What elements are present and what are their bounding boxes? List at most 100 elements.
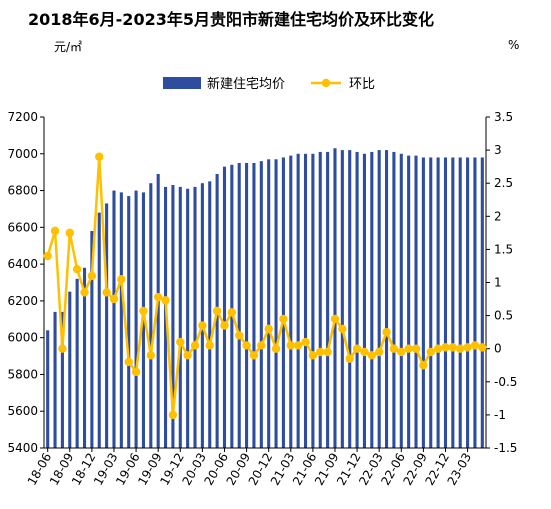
right-tick-label: 3 <box>494 143 502 157</box>
ratio-point-22-11 <box>433 344 443 353</box>
ratio-point-19-07 <box>139 306 148 316</box>
bar-20-10 <box>252 162 256 448</box>
right-tick-label: 1.5 <box>494 242 513 256</box>
bar-19-06 <box>134 190 138 448</box>
bar-18-08 <box>60 311 64 448</box>
right-tick-label: -0.5 <box>494 375 517 389</box>
bar-19-05 <box>127 196 131 448</box>
bar-21-04 <box>296 153 300 448</box>
ratio-point-21-03 <box>286 341 295 350</box>
bar-20-03 <box>200 183 204 448</box>
bar-18-12 <box>90 231 94 448</box>
ratio-point-22-05 <box>389 344 399 353</box>
bar-23-05 <box>480 157 484 448</box>
ratio-point-18-06 <box>43 251 52 261</box>
bar-20-02 <box>193 186 197 448</box>
ratio-point-21-10 <box>338 324 347 334</box>
ratio-point-20-04 <box>205 341 214 350</box>
left-tick-label: 6000 <box>7 331 38 345</box>
ratio-point-19-08 <box>146 351 156 360</box>
ratio-point-18-11 <box>80 288 89 297</box>
bar-21-06 <box>311 153 315 448</box>
bar-22-05 <box>392 151 396 448</box>
bar-20-04 <box>208 181 212 449</box>
ratio-point-18-09 <box>65 228 74 238</box>
bar-21-07 <box>318 151 322 448</box>
bar-18-11 <box>82 267 87 448</box>
bar-23-01 <box>451 157 455 448</box>
ratio-point-19-05 <box>124 357 133 367</box>
ratio-point-18-10 <box>72 265 82 274</box>
bar-21-08 <box>326 151 330 448</box>
ratio-point-23-01 <box>448 343 458 352</box>
bar-23-03 <box>466 157 470 448</box>
ratio-point-23-04 <box>470 341 480 350</box>
ratio-point-22-03 <box>374 347 384 357</box>
ratio-point-23-03 <box>463 343 472 352</box>
ratio-point-21-09 <box>330 314 340 324</box>
ratio-point-19-11 <box>168 410 178 420</box>
bar-18-09 <box>68 291 72 448</box>
ratio-point-19-01 <box>95 152 104 161</box>
ratio-point-22-04 <box>382 327 391 337</box>
bar-21-11 <box>348 150 352 448</box>
ratio-point-19-12 <box>176 337 185 347</box>
bar-21-03 <box>289 155 293 448</box>
right-tick-label: -1.5 <box>494 441 517 455</box>
bar-20-07 <box>230 164 234 448</box>
ratio-point-20-02 <box>190 341 200 350</box>
bar-18-07 <box>53 311 57 448</box>
ratio-point-18-07 <box>50 226 60 236</box>
line-layer <box>43 152 487 420</box>
bar-22-04 <box>385 150 389 448</box>
bar-22-01 <box>362 153 366 448</box>
bar-19-03 <box>112 190 116 448</box>
ratio-point-20-07 <box>227 308 237 317</box>
left-tick-label: 5400 <box>7 441 38 455</box>
left-tick-label: 6200 <box>7 294 38 308</box>
ratio-point-20-10 <box>249 351 259 360</box>
ratio-point-20-01 <box>183 351 192 360</box>
right-tick-label: -1 <box>494 408 506 422</box>
bar-19-02 <box>105 203 109 448</box>
bar-23-02 <box>458 157 462 448</box>
bar-21-01 <box>274 159 278 449</box>
left-tick-label: 6600 <box>7 220 38 234</box>
ratio-point-21-05 <box>301 337 310 347</box>
ratio-point-22-10 <box>426 347 435 357</box>
bar-21-12 <box>355 151 359 448</box>
ratio-point-22-06 <box>397 347 406 357</box>
right-axis-unit: % <box>508 38 520 52</box>
bar-21-02 <box>281 157 285 448</box>
ratio-point-20-08 <box>235 331 244 340</box>
left-tick-label: 5600 <box>7 404 38 418</box>
ratio-point-20-12 <box>264 324 273 334</box>
left-tick-label: 7000 <box>7 147 38 161</box>
bar-19-09 <box>156 174 160 448</box>
axes-layer <box>40 116 490 452</box>
ratio-point-20-09 <box>242 341 251 350</box>
bar-22-09 <box>421 157 425 448</box>
legend-bar-swatch <box>163 77 201 89</box>
ratio-point-21-01 <box>271 344 281 353</box>
bar-19-12 <box>178 186 182 448</box>
legend: 新建住宅均价 环比 <box>163 76 375 92</box>
ratio-point-21-11 <box>345 354 354 363</box>
ratio-point-23-05 <box>478 343 487 352</box>
ratio-point-22-02 <box>367 351 377 360</box>
right-tick-label: 2.5 <box>494 176 513 190</box>
ratio-point-21-08 <box>323 347 332 357</box>
ratio-point-20-06 <box>220 321 229 330</box>
bar-23-04 <box>473 157 477 448</box>
bars-layer <box>46 148 484 449</box>
left-tick-label: 7200 <box>7 110 38 124</box>
ratio-point-22-07 <box>404 344 413 353</box>
legend-bar-label: 新建住宅均价 <box>207 76 285 92</box>
bar-22-08 <box>414 155 418 448</box>
left-tick-label: 5800 <box>7 367 38 381</box>
ratio-point-19-06 <box>131 367 141 377</box>
bar-21-05 <box>303 153 308 448</box>
chart-title: 2018年6月-2023年5月贵阳市新建住宅均价及环比变化 <box>28 10 434 29</box>
bar-22-11 <box>436 157 440 448</box>
